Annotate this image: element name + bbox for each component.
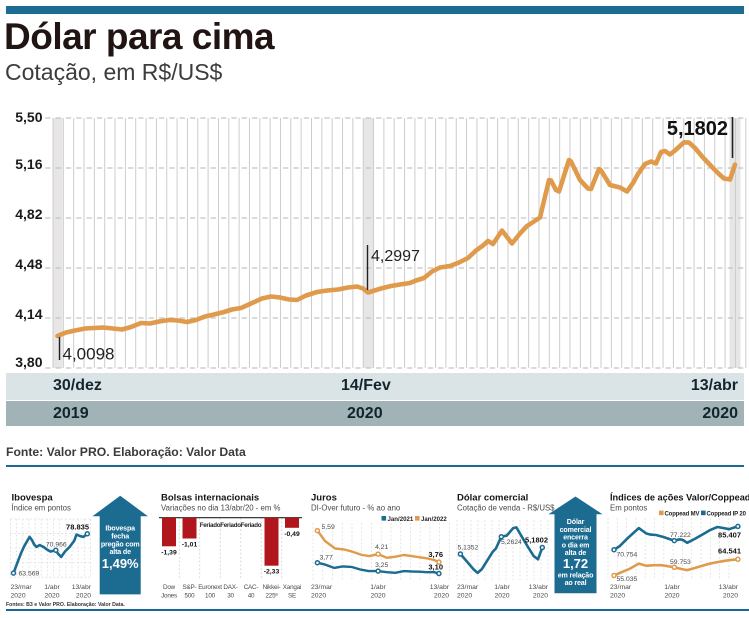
svg-text:4,14: 4,14 bbox=[15, 306, 42, 322]
svg-text:59.753: 59.753 bbox=[670, 559, 691, 566]
svg-text:Cotação de venda - R$/US$: Cotação de venda - R$/US$ bbox=[457, 503, 555, 512]
svg-text:DAX-: DAX- bbox=[223, 584, 237, 591]
svg-text:55.035: 55.035 bbox=[617, 576, 638, 583]
svg-text:Euronext: Euronext bbox=[198, 584, 222, 591]
svg-text:13/abr: 13/abr bbox=[430, 584, 450, 591]
svg-text:1,49%: 1,49% bbox=[102, 556, 139, 571]
svg-text:Jan/2022: Jan/2022 bbox=[421, 516, 447, 523]
svg-text:2020: 2020 bbox=[494, 593, 509, 600]
svg-text:Feriado: Feriado bbox=[200, 522, 221, 529]
svg-text:Coppead MV: Coppead MV bbox=[665, 512, 700, 518]
svg-text:5,50: 5,50 bbox=[15, 109, 42, 125]
svg-text:fecha: fecha bbox=[111, 532, 129, 540]
svg-text:2020: 2020 bbox=[434, 593, 449, 600]
svg-text:S&P-: S&P- bbox=[183, 584, 197, 591]
svg-text:-2,33: -2,33 bbox=[264, 569, 280, 576]
svg-text:2020: 2020 bbox=[723, 593, 738, 600]
svg-text:2020: 2020 bbox=[533, 593, 548, 600]
svg-text:500: 500 bbox=[185, 593, 196, 600]
svg-text:Xangai: Xangai bbox=[283, 584, 301, 591]
svg-text:3,80: 3,80 bbox=[15, 354, 42, 370]
svg-text:64.541: 64.541 bbox=[718, 547, 741, 556]
svg-text:23/mar: 23/mar bbox=[11, 584, 33, 591]
svg-text:2020: 2020 bbox=[76, 593, 91, 600]
svg-text:3,10: 3,10 bbox=[428, 563, 443, 572]
svg-text:4,48: 4,48 bbox=[15, 256, 42, 272]
svg-text:Índices de ações Valor/Coppead: Índices de ações Valor/Coppead bbox=[610, 492, 749, 503]
svg-text:o dia em: o dia em bbox=[562, 541, 590, 549]
svg-text:2020: 2020 bbox=[311, 593, 326, 600]
svg-text:alta de: alta de bbox=[109, 548, 131, 556]
svg-text:30: 30 bbox=[227, 593, 234, 600]
svg-text:100: 100 bbox=[205, 593, 216, 600]
svg-text:5,1802: 5,1802 bbox=[667, 118, 728, 140]
svg-text:4,21: 4,21 bbox=[375, 544, 388, 551]
svg-text:2020: 2020 bbox=[457, 593, 472, 600]
svg-text:70.754: 70.754 bbox=[617, 552, 638, 559]
svg-text:5,1802: 5,1802 bbox=[525, 536, 548, 545]
svg-text:70.966: 70.966 bbox=[46, 542, 67, 549]
svg-text:Feriado: Feriado bbox=[241, 522, 262, 529]
svg-text:-1,39: -1,39 bbox=[161, 549, 177, 556]
svg-text:SE: SE bbox=[288, 593, 296, 600]
svg-text:23/mar: 23/mar bbox=[457, 584, 479, 591]
svg-text:1/abr: 1/abr bbox=[44, 584, 60, 591]
svg-text:85.407: 85.407 bbox=[718, 531, 741, 540]
svg-text:23/mar: 23/mar bbox=[610, 584, 632, 591]
svg-text:40: 40 bbox=[248, 593, 255, 600]
svg-text:13/abr: 13/abr bbox=[529, 584, 549, 591]
svg-text:Índice em pontos: Índice em pontos bbox=[12, 503, 71, 512]
svg-text:77.222: 77.222 bbox=[670, 532, 691, 539]
svg-text:4,82: 4,82 bbox=[15, 206, 42, 222]
svg-text:Dólar comercial: Dólar comercial bbox=[457, 493, 528, 504]
svg-text:Em pontos: Em pontos bbox=[610, 503, 647, 512]
svg-text:1/abr: 1/abr bbox=[370, 584, 386, 591]
svg-text:Coppead IP 20: Coppead IP 20 bbox=[707, 512, 747, 518]
svg-text:3,76: 3,76 bbox=[428, 550, 443, 559]
svg-text:Variações no dia 13/abr/20 - e: Variações no dia 13/abr/20 - em % bbox=[161, 503, 281, 512]
svg-text:2020: 2020 bbox=[610, 593, 625, 600]
svg-text:Bolsas internacionais: Bolsas internacionais bbox=[161, 493, 259, 504]
svg-text:-0,49: -0,49 bbox=[284, 531, 300, 538]
svg-text:Ibovespa: Ibovespa bbox=[105, 525, 135, 533]
svg-text:5,1352: 5,1352 bbox=[458, 545, 479, 552]
svg-text:em relação: em relação bbox=[558, 572, 594, 580]
svg-text:3,25: 3,25 bbox=[375, 562, 388, 569]
svg-text:225ª: 225ª bbox=[265, 593, 278, 600]
svg-text:Jan/2021: Jan/2021 bbox=[388, 516, 414, 523]
svg-text:Jones: Jones bbox=[161, 593, 177, 600]
svg-text:5,2624: 5,2624 bbox=[501, 539, 522, 546]
svg-text:78.835: 78.835 bbox=[66, 523, 89, 532]
svg-text:5,16: 5,16 bbox=[15, 156, 42, 172]
svg-text:encerra: encerra bbox=[563, 534, 588, 542]
svg-text:4,2997: 4,2997 bbox=[371, 248, 420, 265]
svg-text:2020: 2020 bbox=[11, 593, 26, 600]
svg-text:CAC-: CAC- bbox=[244, 584, 259, 591]
svg-text:4,0098: 4,0098 bbox=[63, 345, 115, 364]
svg-text:Dow: Dow bbox=[163, 584, 176, 591]
svg-text:1,72: 1,72 bbox=[563, 556, 588, 571]
svg-text:ao real: ao real bbox=[565, 579, 587, 587]
svg-text:Feriado: Feriado bbox=[220, 522, 241, 529]
svg-text:pregão com: pregão com bbox=[101, 540, 140, 548]
svg-text:1/abr: 1/abr bbox=[664, 584, 680, 591]
svg-text:13/abr: 13/abr bbox=[719, 584, 739, 591]
svg-text:2020: 2020 bbox=[370, 593, 385, 600]
svg-text:2020: 2020 bbox=[44, 593, 59, 600]
svg-text:Ibovespa: Ibovespa bbox=[12, 493, 54, 504]
svg-text:63.569: 63.569 bbox=[19, 571, 40, 578]
svg-text:alta de: alta de bbox=[565, 549, 587, 557]
svg-text:comercial: comercial bbox=[560, 526, 592, 534]
svg-text:DI-Over futuro - % ao ano: DI-Over futuro - % ao ano bbox=[311, 503, 401, 512]
svg-text:5,59: 5,59 bbox=[322, 524, 335, 531]
svg-text:2020: 2020 bbox=[664, 593, 679, 600]
svg-text:1/abr: 1/abr bbox=[494, 584, 510, 591]
svg-text:13/abr: 13/abr bbox=[72, 584, 92, 591]
svg-text:23/mar: 23/mar bbox=[311, 584, 333, 591]
svg-text:Nikkei-: Nikkei- bbox=[263, 584, 281, 591]
svg-text:3,77: 3,77 bbox=[320, 555, 333, 562]
svg-text:-1,01: -1,01 bbox=[182, 542, 198, 549]
svg-text:Dólar: Dólar bbox=[567, 518, 585, 526]
svg-text:Juros: Juros bbox=[311, 493, 337, 504]
